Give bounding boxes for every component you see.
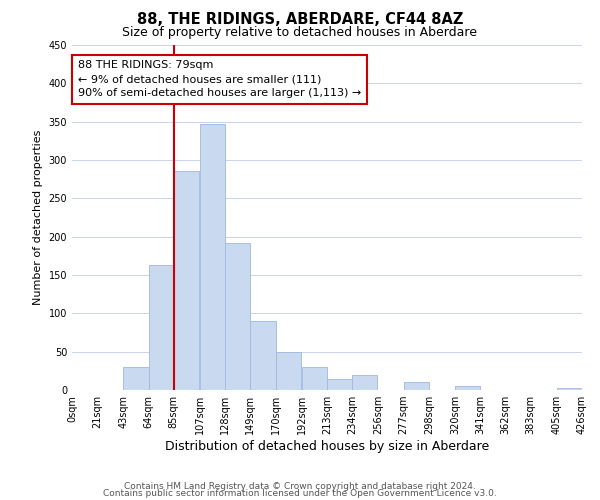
Text: Contains HM Land Registry data © Crown copyright and database right 2024.: Contains HM Land Registry data © Crown c… bbox=[124, 482, 476, 491]
Bar bbox=[124, 367, 149, 390]
Bar bbox=[174, 172, 199, 390]
Bar bbox=[275, 352, 301, 390]
X-axis label: Distribution of detached houses by size in Aberdare: Distribution of detached houses by size … bbox=[165, 440, 489, 453]
Text: Size of property relative to detached houses in Aberdare: Size of property relative to detached ho… bbox=[122, 26, 478, 39]
Text: 88 THE RIDINGS: 79sqm
← 9% of detached houses are smaller (111)
90% of semi-deta: 88 THE RIDINGS: 79sqm ← 9% of detached h… bbox=[78, 60, 361, 98]
Bar bbox=[149, 265, 174, 390]
Bar bbox=[200, 124, 225, 390]
Y-axis label: Number of detached properties: Number of detached properties bbox=[33, 130, 43, 305]
Bar bbox=[327, 378, 352, 390]
Bar bbox=[225, 243, 250, 390]
Bar bbox=[250, 321, 275, 390]
Bar bbox=[352, 374, 377, 390]
Text: 88, THE RIDINGS, ABERDARE, CF44 8AZ: 88, THE RIDINGS, ABERDARE, CF44 8AZ bbox=[137, 12, 463, 28]
Bar bbox=[455, 386, 480, 390]
Bar bbox=[404, 382, 429, 390]
Bar bbox=[302, 367, 327, 390]
Text: Contains public sector information licensed under the Open Government Licence v3: Contains public sector information licen… bbox=[103, 490, 497, 498]
Bar bbox=[557, 388, 582, 390]
